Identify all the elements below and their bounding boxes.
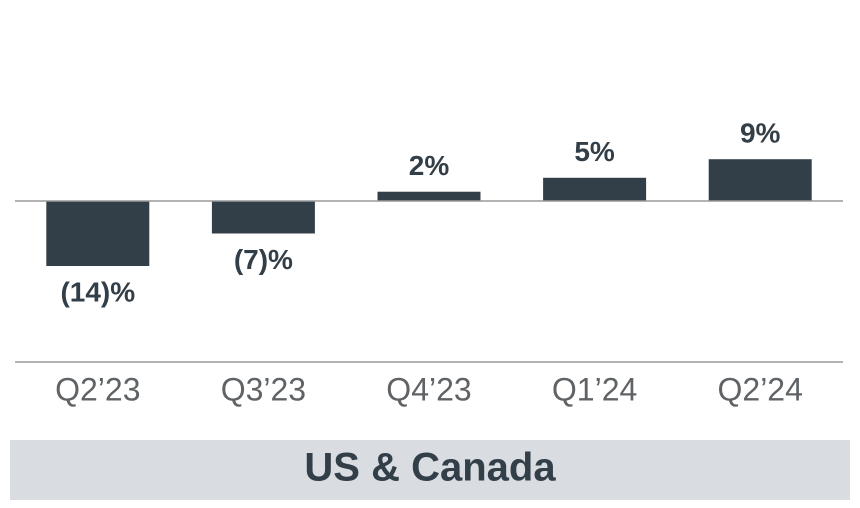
bar <box>211 201 315 234</box>
x-tick-label: Q3’23 <box>221 371 306 407</box>
x-tick-label: Q2’24 <box>718 371 803 407</box>
value-label: (7)% <box>234 244 293 275</box>
value-label: (14)% <box>60 276 135 307</box>
x-tick-label: Q2’23 <box>55 371 140 407</box>
value-label: 9% <box>740 118 781 149</box>
bar <box>377 191 481 201</box>
bar <box>543 177 647 201</box>
title-band <box>10 440 850 500</box>
x-tick-label: Q4’23 <box>386 371 471 407</box>
value-label: 5% <box>574 136 615 167</box>
bar <box>708 159 812 201</box>
chart-title: US & Canada <box>304 446 556 490</box>
value-label: 2% <box>409 150 450 181</box>
x-tick-label: Q1’24 <box>552 371 637 407</box>
bar <box>46 201 150 266</box>
